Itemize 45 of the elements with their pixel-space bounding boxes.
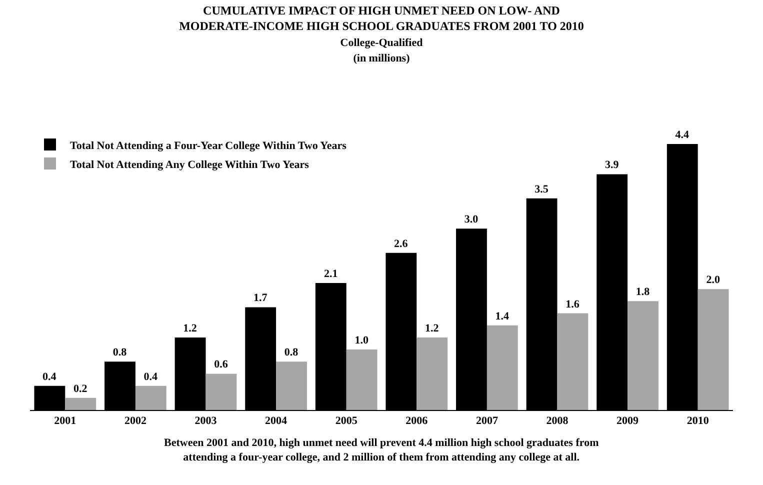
x-tick-label: 2008 [546,415,569,428]
bar [486,325,518,410]
x-tick-label: 2009 [616,415,640,428]
data-label: 1.6 [566,298,580,310]
chart-title: CUMULATIVE IMPACT OF HIGH UNMET NEED ON LOW- AND MODERATE-INCOME HIGH SCHOOL GRADUATES FROM 2001 TO 2010 [179,4,584,34]
data-label: 3.9 [604,159,620,172]
bar [135,386,166,410]
data-label: 3.0 [464,214,479,226]
x-tick-label: 2004 [265,415,288,428]
bar [65,398,96,410]
bar [416,337,448,410]
data-label: 0.8 [112,346,128,359]
legend-label: Total Not Attending Any College Within Two Years [70,158,310,171]
x-tick-label: 2001 [54,415,76,428]
data-label: 0.6 [214,358,228,371]
x-tick-label: 2006 [406,415,428,428]
data-label: 0.2 [73,382,88,395]
data-label: 0.4 [42,370,57,383]
x-tick-label: 2007 [476,415,498,428]
x-tick-label: 2005 [335,415,358,428]
data-label: 4.4 [675,129,690,141]
data-label: 1.2 [183,322,198,334]
data-label: 1.4 [495,310,510,322]
text: Between 2001 and 2010, high unmet need will prevent 4.4 million high school graduates from attending a four-year college, and 2 million of them from attending any college at all. [164,437,599,464]
bar [206,374,237,410]
data-label: 3.5 [534,183,549,196]
bar [557,313,588,410]
x-tick-label: 2003 [194,415,218,428]
data-label: 1.0 [354,334,369,347]
data-label: 0.4 [144,370,158,383]
bar [276,362,307,410]
bar [346,350,378,410]
data-label: 2.1 [324,268,338,280]
data-label: 1.2 [424,322,440,334]
chart-subtitle: College-Qualified (in millions) [340,36,423,64]
data-label: 0.8 [284,346,299,359]
legend-label: Total Not Attending a Four-Year College Within Two Years [70,140,348,152]
data-label: 1.7 [253,292,268,304]
bar [628,301,658,410]
data-label: 2.0 [706,274,720,286]
x-tick-label: 2002 [124,415,147,428]
data-label: 2.6 [394,238,408,250]
data-label: 1.8 [636,286,650,298]
x-tick-label: 2010 [686,415,710,428]
bar [698,289,729,410]
